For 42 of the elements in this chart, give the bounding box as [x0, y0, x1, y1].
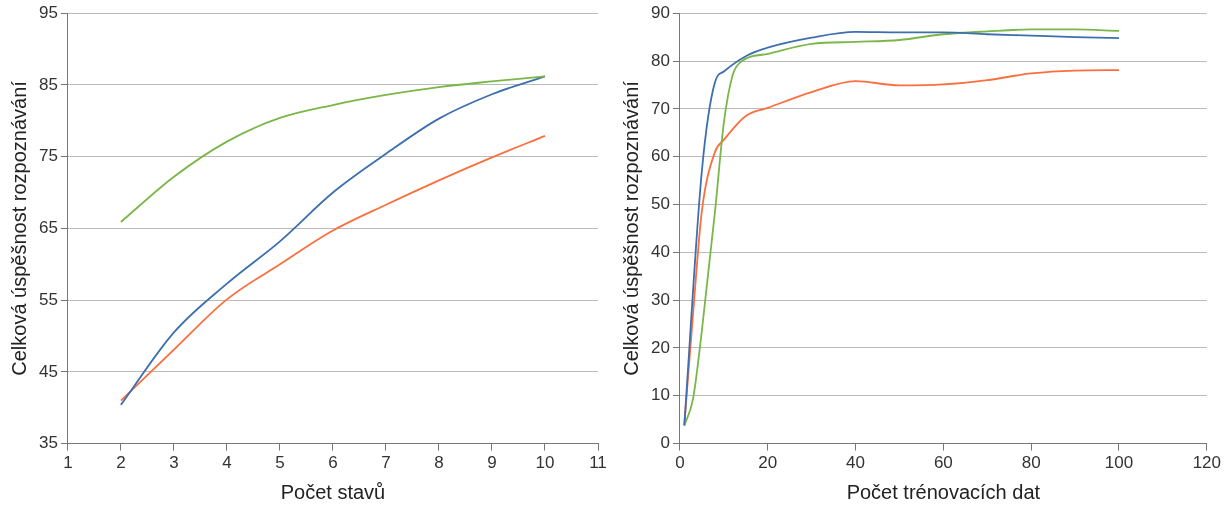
x-tick-label: 20 — [758, 453, 778, 473]
y-tick-label: 85 — [38, 74, 58, 94]
x-tick-label: 1 — [63, 453, 73, 473]
y-tick-label: 50 — [650, 194, 670, 214]
x-tick-label: 8 — [434, 453, 444, 473]
x-tick-label: 120 — [1192, 453, 1222, 473]
y-tick-label: 0 — [660, 433, 670, 453]
line-series — [120, 75, 546, 406]
line-series — [120, 75, 546, 223]
x-axis-title: Počet stavů — [280, 480, 386, 503]
y-tick-label: 55 — [38, 289, 58, 309]
y-tick-label: 20 — [650, 337, 670, 357]
x-tick-label: 7 — [381, 453, 391, 473]
x-tick-label: 10 — [535, 453, 555, 473]
x-tick-label: 9 — [487, 453, 497, 473]
y-tick-label: 35 — [38, 433, 58, 453]
y-tick-label: 10 — [650, 385, 670, 405]
y-tick-label: 60 — [650, 146, 670, 166]
y-axis-title: Celková úspěšnost rozpoznávání — [7, 80, 30, 376]
x-tick-label: 4 — [222, 453, 232, 473]
y-tick-label: 75 — [38, 146, 58, 166]
y-tick-label: 40 — [650, 242, 670, 261]
y-tick-label: 45 — [38, 361, 58, 381]
x-axis-title: Počet trénovacích dat — [846, 480, 1041, 503]
y-tick-label: 80 — [650, 50, 670, 70]
x-tick-label: 5 — [275, 453, 285, 473]
y-axis-title: Celková úspěšnost rozpoznávání — [619, 80, 642, 376]
y-tick-label: 70 — [650, 98, 670, 118]
x-tick-label: 0 — [675, 453, 685, 473]
x-tick-label: 80 — [1021, 453, 1041, 473]
y-tick-label: 90 — [650, 2, 670, 22]
x-tick-label: 2 — [116, 453, 126, 473]
x-tick-label: 40 — [846, 453, 866, 473]
y-tick-label: 95 — [38, 2, 58, 22]
line-series — [120, 134, 546, 402]
x-tick-label: 6 — [328, 453, 338, 473]
y-tick-label: 65 — [38, 218, 58, 238]
x-tick-label: 100 — [1104, 453, 1134, 473]
x-tick-label: 3 — [169, 453, 179, 473]
y-tick-label: 30 — [650, 289, 670, 309]
x-tick-label: 60 — [933, 453, 953, 473]
x-tick-label: 11 — [589, 453, 607, 473]
